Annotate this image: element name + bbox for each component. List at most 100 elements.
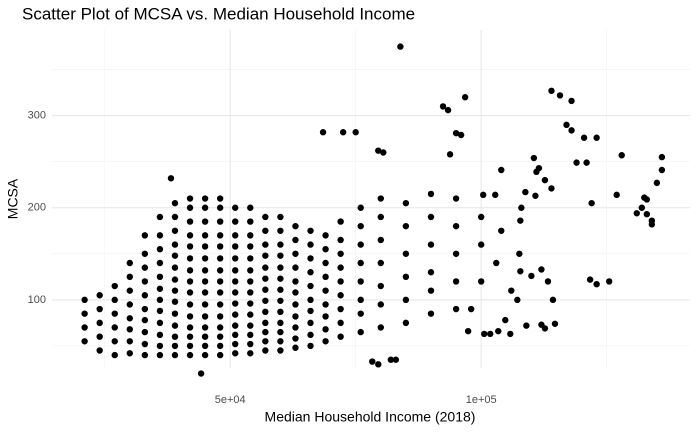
point xyxy=(141,351,149,359)
point xyxy=(277,328,284,336)
point xyxy=(201,342,209,350)
point xyxy=(605,278,613,285)
point xyxy=(277,297,284,304)
point xyxy=(586,276,594,283)
point xyxy=(201,351,209,359)
point xyxy=(111,282,118,290)
point xyxy=(216,232,224,239)
point xyxy=(262,286,269,293)
point xyxy=(377,213,384,221)
point xyxy=(502,316,509,324)
point xyxy=(322,338,329,345)
point xyxy=(141,250,149,257)
y-tick-label: 100 xyxy=(28,294,46,306)
point xyxy=(156,319,164,327)
point xyxy=(292,236,299,244)
point xyxy=(377,195,384,202)
point xyxy=(377,236,384,244)
point xyxy=(201,267,209,274)
point xyxy=(186,289,194,296)
point xyxy=(528,272,535,280)
point xyxy=(186,195,194,202)
point xyxy=(232,255,239,262)
point xyxy=(452,305,460,313)
point xyxy=(216,301,224,308)
point xyxy=(232,289,239,296)
point xyxy=(377,301,384,308)
point xyxy=(613,191,620,199)
point xyxy=(141,264,149,271)
point xyxy=(427,310,435,317)
x-tick-label: 5e+04 xyxy=(215,394,246,406)
point xyxy=(322,326,329,333)
point xyxy=(96,333,103,340)
point xyxy=(262,252,269,259)
point xyxy=(186,243,194,250)
point xyxy=(568,97,575,105)
point xyxy=(156,259,164,267)
point xyxy=(307,227,314,234)
point xyxy=(357,310,364,317)
point xyxy=(307,241,314,248)
point xyxy=(247,204,254,211)
point xyxy=(357,278,364,285)
point xyxy=(337,218,344,225)
point xyxy=(126,301,134,308)
point xyxy=(402,222,410,230)
point xyxy=(427,269,435,276)
point xyxy=(186,255,194,262)
point xyxy=(464,327,472,335)
point xyxy=(111,296,118,304)
point xyxy=(247,243,254,250)
point xyxy=(452,250,460,257)
point xyxy=(197,370,205,377)
point xyxy=(262,347,269,354)
point xyxy=(216,255,224,262)
point xyxy=(307,282,314,290)
point xyxy=(232,278,239,285)
point xyxy=(452,195,460,202)
point xyxy=(507,330,514,338)
point xyxy=(307,342,314,350)
point xyxy=(292,313,299,320)
point xyxy=(262,264,269,271)
point xyxy=(216,351,224,359)
point xyxy=(402,199,410,207)
point xyxy=(171,264,179,271)
y-tick-label: 300 xyxy=(28,110,46,122)
point xyxy=(487,330,494,338)
point xyxy=(387,356,395,363)
point xyxy=(322,273,329,281)
point xyxy=(292,335,299,342)
point xyxy=(402,273,410,281)
point xyxy=(516,250,523,257)
point xyxy=(141,305,149,313)
point xyxy=(171,298,179,305)
point xyxy=(477,213,485,221)
point xyxy=(156,273,164,281)
point xyxy=(216,289,224,296)
point xyxy=(156,351,164,359)
point xyxy=(427,190,435,198)
point xyxy=(126,259,134,267)
point xyxy=(402,296,410,304)
point xyxy=(247,255,254,262)
point xyxy=(357,222,364,230)
point xyxy=(397,43,404,50)
point xyxy=(111,324,118,331)
point xyxy=(593,280,600,288)
y-axis-label: MCSA xyxy=(5,178,21,219)
point xyxy=(380,149,387,156)
point xyxy=(216,195,224,202)
point xyxy=(277,227,284,234)
point xyxy=(247,311,254,318)
point xyxy=(522,188,529,196)
point xyxy=(549,296,557,304)
point xyxy=(141,328,149,336)
point xyxy=(216,204,224,211)
point xyxy=(111,338,118,345)
point xyxy=(156,232,164,239)
point xyxy=(477,278,485,285)
point xyxy=(141,278,149,285)
